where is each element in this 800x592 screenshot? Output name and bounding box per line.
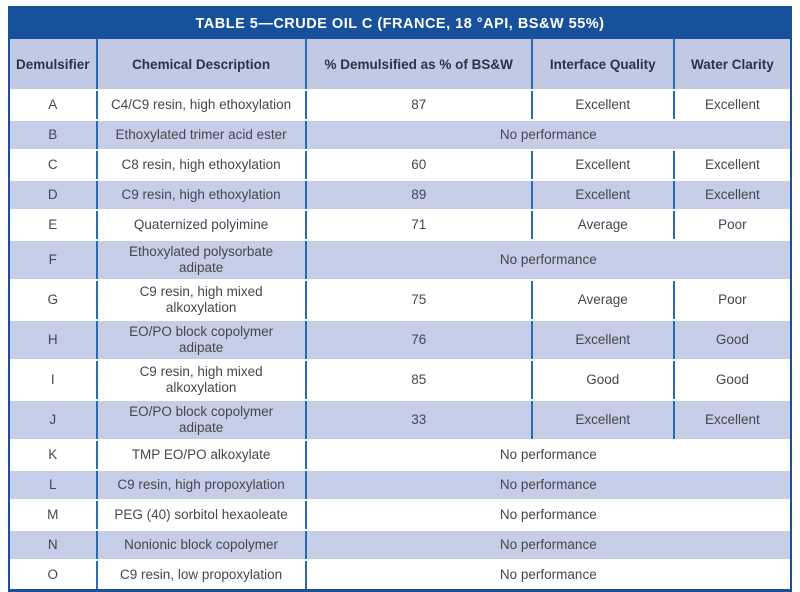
table-row-j: J EO/PO block copolymer adipate 33 Excel… xyxy=(10,400,790,441)
description-cell: C8 resin, high ethoxylation xyxy=(96,150,307,181)
table-row-c: C C8 resin, high ethoxylation 60 Excelle… xyxy=(10,150,790,181)
no-performance-cell: No performance xyxy=(305,530,790,561)
no-performance-cell: No performance xyxy=(305,500,790,531)
table-row-i: I C9 resin, high mixed alkoxylation 85 G… xyxy=(10,360,790,401)
table-row-h: H EO/PO block copolymer adipate 76 Excel… xyxy=(10,320,790,361)
column-header-water-clarity: Water Clarity xyxy=(673,39,790,91)
table-row-m: M PEG (40) sorbitol hexaoleate No perfor… xyxy=(10,500,790,531)
demulsified-cell: 75 xyxy=(305,280,533,321)
page: TABLE 5—CRUDE OIL C (FRANCE, 18 °API, BS… xyxy=(8,6,792,592)
interface-quality-cell: Average xyxy=(531,280,675,321)
demulsifier-cell: A xyxy=(10,90,98,121)
table-title: TABLE 5—CRUDE OIL C (FRANCE, 18 °API, BS… xyxy=(10,8,790,39)
demulsifier-cell: N xyxy=(10,530,98,561)
water-clarity-cell: Good xyxy=(673,320,790,361)
table-row-o: O C9 resin, low propoxylation No perform… xyxy=(10,560,790,589)
demulsified-cell: 87 xyxy=(305,90,533,121)
no-performance-cell: No performance xyxy=(305,120,790,151)
demulsifier-cell: D xyxy=(10,180,98,211)
interface-quality-cell: Excellent xyxy=(531,90,675,121)
no-performance-cell: No performance xyxy=(305,560,790,589)
description-cell: Ethoxylated trimer acid ester xyxy=(96,120,307,151)
demulsified-cell: 33 xyxy=(305,400,533,441)
water-clarity-cell: Poor xyxy=(673,280,790,321)
demulsifier-cell: J xyxy=(10,400,98,441)
demulsified-cell: 76 xyxy=(305,320,533,361)
description-cell: Quaternized polyimine xyxy=(96,210,307,241)
column-header-chemical-description: Chemical Description xyxy=(96,39,307,91)
demulsifier-cell: B xyxy=(10,120,98,151)
table-row-a: A C4/C9 resin, high ethoxylation 87 Exce… xyxy=(10,90,790,121)
interface-quality-cell: Excellent xyxy=(531,320,675,361)
table-row-k: K TMP EO/PO alkoxylate No performance xyxy=(10,440,790,471)
table-row-g: G C9 resin, high mixed alkoxylation 75 A… xyxy=(10,280,790,321)
water-clarity-cell: Excellent xyxy=(673,180,790,211)
crude-oil-table: Demulsifier Chemical Description % Demul… xyxy=(10,39,790,589)
description-cell: C9 resin, high mixed alkoxylation xyxy=(96,360,307,401)
demulsified-cell: 71 xyxy=(305,210,533,241)
table-row-e: E Quaternized polyimine 71 Average Poor xyxy=(10,210,790,241)
column-header-percent-demulsified: % Demulsified as % of BS&W xyxy=(305,39,533,91)
column-header-interface-quality: Interface Quality xyxy=(531,39,675,91)
demulsifier-cell: L xyxy=(10,470,98,501)
description-cell: Nonionic block copolymer xyxy=(96,530,307,561)
demulsifier-cell: C xyxy=(10,150,98,181)
description-cell: EO/PO block copolymer adipate xyxy=(96,320,307,361)
table-row-b: B Ethoxylated trimer acid ester No perfo… xyxy=(10,120,790,151)
no-performance-cell: No performance xyxy=(305,240,790,281)
demulsifier-cell: G xyxy=(10,280,98,321)
table-row-f: F Ethoxylated polysorbate adipate No per… xyxy=(10,240,790,281)
demulsified-cell: 89 xyxy=(305,180,533,211)
header-row: Demulsifier Chemical Description % Demul… xyxy=(10,39,790,91)
interface-quality-cell: Excellent xyxy=(531,150,675,181)
demulsifier-cell: F xyxy=(10,240,98,281)
water-clarity-cell: Excellent xyxy=(673,150,790,181)
interface-quality-cell: Excellent xyxy=(531,180,675,211)
table-header: Demulsifier Chemical Description % Demul… xyxy=(10,39,790,91)
table-row-n: N Nonionic block copolymer No performanc… xyxy=(10,530,790,561)
demulsified-cell: 60 xyxy=(305,150,533,181)
description-cell: PEG (40) sorbitol hexaoleate xyxy=(96,500,307,531)
column-header-demulsifier: Demulsifier xyxy=(10,39,98,91)
demulsifier-cell: K xyxy=(10,440,98,471)
description-cell: Ethoxylated polysorbate adipate xyxy=(96,240,307,281)
demulsifier-cell: I xyxy=(10,360,98,401)
demulsifier-cell: E xyxy=(10,210,98,241)
demulsifier-cell: O xyxy=(10,560,98,589)
interface-quality-cell: Excellent xyxy=(531,400,675,441)
description-cell: TMP EO/PO alkoxylate xyxy=(96,440,307,471)
crude-oil-table-frame: TABLE 5—CRUDE OIL C (FRANCE, 18 °API, BS… xyxy=(8,6,792,592)
no-performance-cell: No performance xyxy=(305,440,790,471)
no-performance-cell: No performance xyxy=(305,470,790,501)
water-clarity-cell: Good xyxy=(673,360,790,401)
water-clarity-cell: Excellent xyxy=(673,90,790,121)
table-row-d: D C9 resin, high ethoxylation 89 Excelle… xyxy=(10,180,790,211)
table-body: A C4/C9 resin, high ethoxylation 87 Exce… xyxy=(10,90,790,589)
description-cell: C9 resin, high ethoxylation xyxy=(96,180,307,211)
description-cell: EO/PO block copolymer adipate xyxy=(96,400,307,441)
description-cell: C9 resin, high mixed alkoxylation xyxy=(96,280,307,321)
description-cell: C9 resin, high propoxylation xyxy=(96,470,307,501)
interface-quality-cell: Good xyxy=(531,360,675,401)
demulsified-cell: 85 xyxy=(305,360,533,401)
table-row-l: L C9 resin, high propoxylation No perfor… xyxy=(10,470,790,501)
demulsifier-cell: M xyxy=(10,500,98,531)
water-clarity-cell: Excellent xyxy=(673,400,790,441)
description-cell: C4/C9 resin, high ethoxylation xyxy=(96,90,307,121)
demulsifier-cell: H xyxy=(10,320,98,361)
water-clarity-cell: Poor xyxy=(673,210,790,241)
interface-quality-cell: Average xyxy=(531,210,675,241)
description-cell: C9 resin, low propoxylation xyxy=(96,560,307,589)
